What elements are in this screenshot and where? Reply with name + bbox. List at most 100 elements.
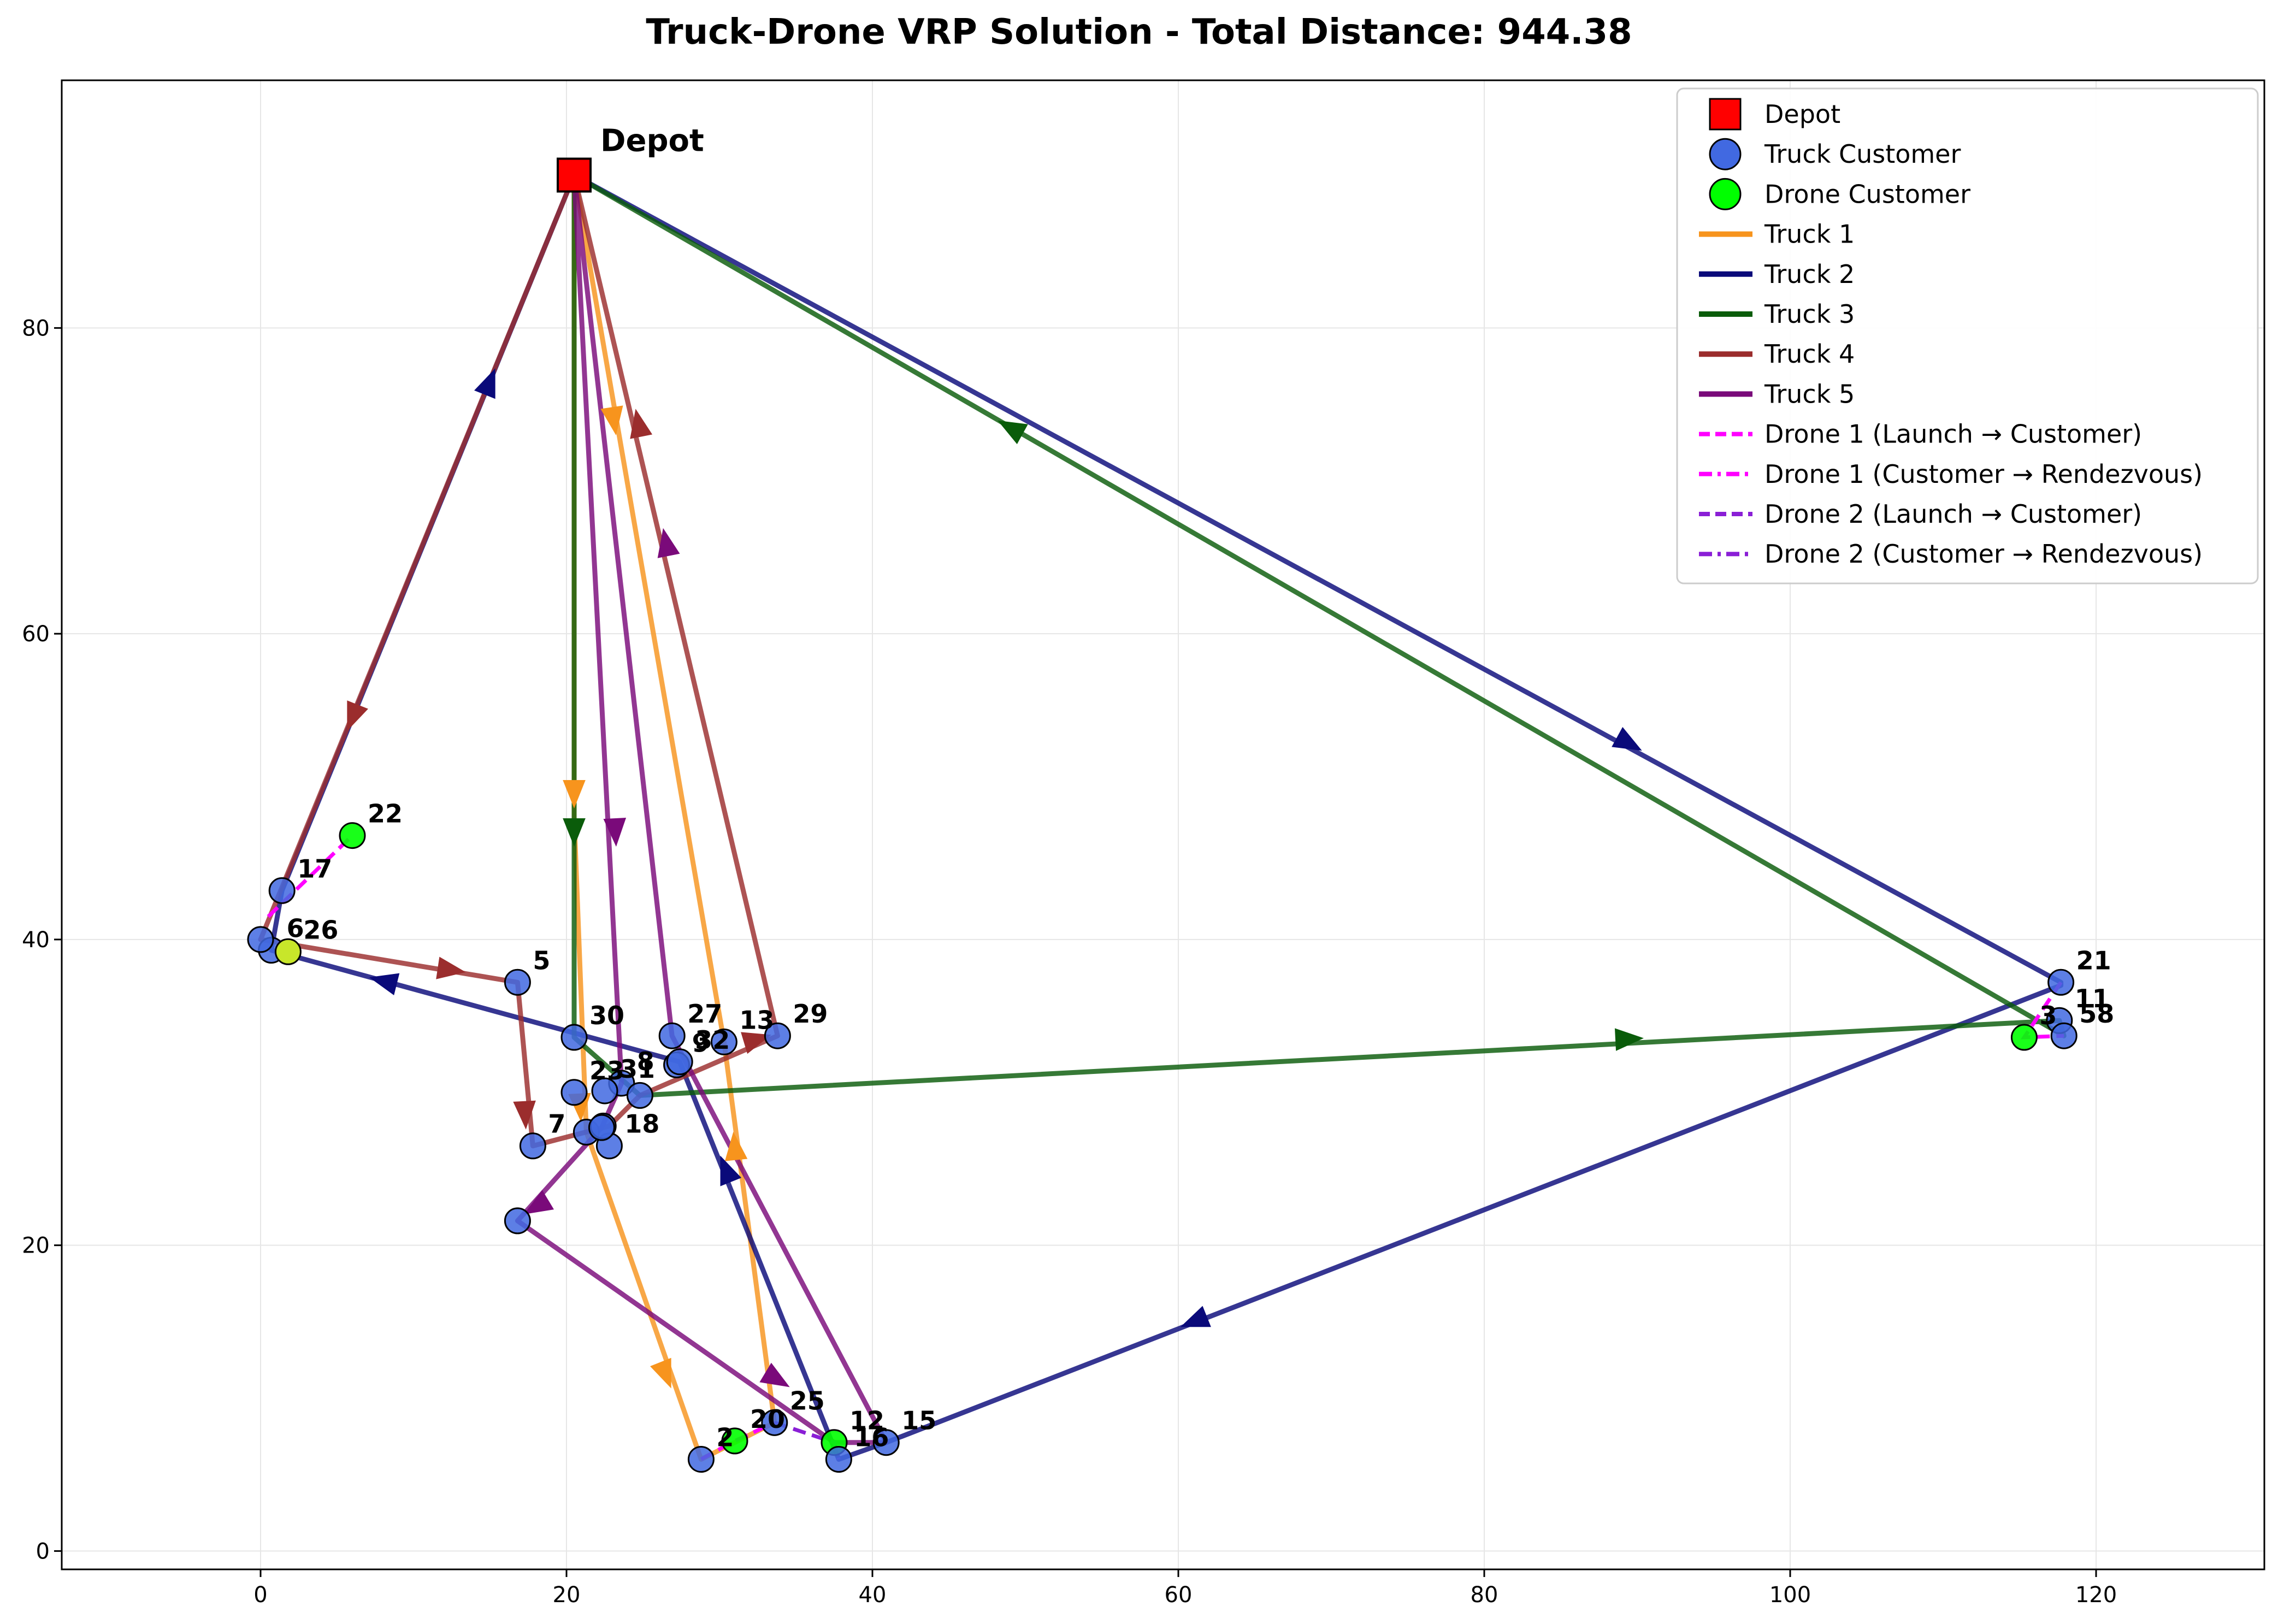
customer-point (872, 1429, 900, 1456)
customer-label: 20 (750, 1404, 785, 1434)
customer-point (2050, 1022, 2078, 1049)
route-truck3 (571, 173, 2067, 1098)
customer-label: 16 (854, 1422, 889, 1452)
customer-point (710, 1028, 737, 1055)
customer-point (268, 877, 296, 904)
customer-point (761, 1409, 788, 1436)
arrow-truck4 (513, 1100, 536, 1130)
customer-label: 11 (2075, 984, 2110, 1013)
legend-label: Truck 2 (1764, 259, 1855, 289)
customer-point (247, 926, 274, 953)
arrow-truck2 (720, 1155, 742, 1186)
customer-label: 5 (533, 946, 550, 975)
depot-label: Depot (600, 123, 704, 159)
legend-label: Drone Customer (1764, 179, 1970, 209)
arrow-truck1 (650, 1357, 671, 1389)
customer-label: 12 (849, 1406, 884, 1436)
legend-depot-swatch (1709, 98, 1742, 131)
arrow-truck1 (563, 780, 586, 809)
arrow-truck4 (741, 1032, 771, 1054)
y-tick-label: 60 (22, 622, 50, 647)
customer-labels: 2567892911581213151617182021222325262730… (287, 123, 2115, 1452)
arrow-truck5 (523, 1190, 554, 1215)
customer-label: 31 (620, 1054, 655, 1084)
arrow-truck5 (603, 817, 627, 847)
arrow-truck3 (998, 420, 1028, 445)
legend-label: Truck 4 (1764, 339, 1855, 369)
x-tick-label: 80 (1471, 1582, 1498, 1608)
x-tick-label: 120 (2075, 1582, 2117, 1608)
arrow-truck4 (436, 956, 466, 979)
x-tick-label: 40 (859, 1582, 887, 1608)
customer-label: 18 (624, 1109, 659, 1139)
x-tick-label: 60 (1165, 1582, 1193, 1608)
legend-label: Truck 5 (1764, 379, 1855, 409)
customer-point (2010, 1024, 2038, 1051)
arrow-truck3 (563, 818, 586, 847)
arrow-truck2 (1180, 1306, 1211, 1327)
legend-label: Drone 1 (Customer → Rendezvous) (1764, 459, 2203, 489)
customer-point (721, 1427, 748, 1455)
customer-point (339, 822, 366, 849)
x-tick-label: 0 (253, 1582, 267, 1608)
customer-point (825, 1445, 852, 1473)
legend-marker-swatch (1709, 138, 1742, 170)
customer-label: 6 (287, 913, 304, 943)
legend-label: Truck Customer (1764, 139, 1961, 169)
chart-title: Truck-Drone VRP Solution - Total Distanc… (646, 12, 1632, 52)
arrow-truck2 (1612, 727, 1642, 751)
legend-marker-swatch (1709, 178, 1742, 210)
customer-point (687, 1445, 715, 1473)
customer-label: 25 (790, 1386, 825, 1415)
customer-point (588, 1114, 615, 1141)
customer-label: 3 (2039, 1001, 2057, 1030)
x-tick-label: 20 (553, 1582, 581, 1608)
customer-label: 21 (2076, 946, 2111, 975)
legend-label: Drone 1 (Launch → Customer) (1764, 420, 2142, 449)
customer-point (2047, 969, 2075, 996)
arrow-truck2 (474, 368, 495, 399)
legend: Depot Truck Customer Drone Customer Truck 1… (1676, 87, 2259, 584)
depot-marker (557, 157, 592, 193)
customer-label: 13 (739, 1005, 774, 1035)
customer-label: 15 (901, 1406, 936, 1436)
legend-label: Depot (1764, 99, 1840, 129)
y-tick-label: 80 (22, 316, 50, 341)
customer-label: 58 (2079, 999, 2114, 1029)
legend-label: Drone 2 (Customer → Rendezvous) (1764, 539, 2203, 569)
customer-point (764, 1022, 791, 1049)
customer-label: 8 (637, 1047, 654, 1076)
customer-label: 9 (692, 1028, 710, 1058)
customer-point (658, 1022, 686, 1049)
arrow-truck5 (657, 528, 680, 558)
customer-point (504, 1207, 531, 1235)
customer-point (560, 1079, 588, 1106)
x-tick-label: 100 (1769, 1582, 1811, 1608)
direction-arrows (347, 368, 1644, 1389)
customer-label: 22 (368, 799, 403, 829)
customer-label: 23 (589, 1056, 624, 1085)
customer-point (666, 1048, 693, 1076)
arrow-truck5 (759, 1362, 790, 1387)
arrow-truck1 (724, 1131, 748, 1161)
arrow-truck1 (600, 405, 623, 435)
arrow-truck2 (369, 973, 400, 995)
customer-point (504, 969, 531, 996)
legend-label: Truck 3 (1764, 299, 1855, 329)
customer-point (560, 1024, 588, 1051)
customer-label: 27 (687, 999, 722, 1029)
axis-ticks: 0 20 40 60 80 100 120 0 20 40 60 80 (22, 316, 2117, 1608)
customer-label: 7 (548, 1109, 565, 1139)
customer-point (274, 938, 302, 965)
y-tick-label: 40 (22, 928, 50, 953)
customer-label: 29 (793, 999, 828, 1029)
arrow-truck4 (347, 700, 368, 731)
customer-label: 17 (297, 854, 332, 883)
customer-point (591, 1077, 618, 1105)
y-tick-label: 20 (22, 1233, 50, 1259)
legend-label: Drone 2 (Launch → Customer) (1764, 499, 2142, 529)
customer-point (519, 1132, 546, 1160)
legend-box (1676, 87, 2259, 584)
arrow-truck3 (1614, 1028, 1644, 1051)
